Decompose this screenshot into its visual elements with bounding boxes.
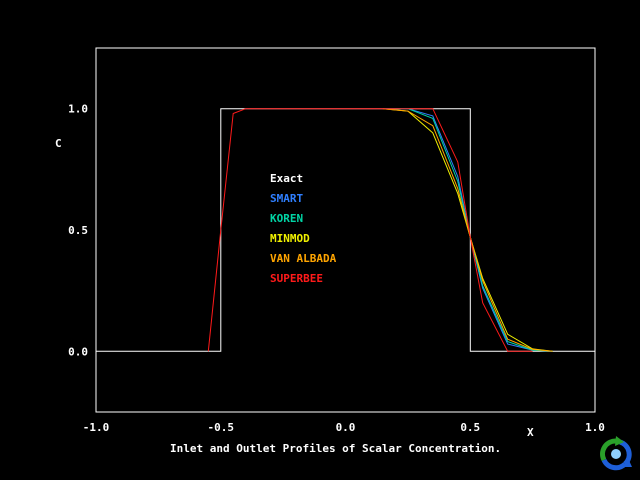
cycle-arrows-icon xyxy=(600,436,632,471)
legend-entry-minmod: MINMOD xyxy=(270,232,310,245)
y-tick-label: 1.0 xyxy=(68,103,88,116)
series-layer xyxy=(96,108,595,352)
ticks-layer: -1.0 -0.5 0.0 0.5 1.0 0.0 0.5 1.0 xyxy=(68,103,605,434)
legend-entry-exact: Exact xyxy=(270,172,303,185)
x-tick-label: 1.0 xyxy=(585,421,605,434)
series-line-exact xyxy=(96,108,595,352)
x-tick-label: -0.5 xyxy=(208,421,235,434)
legend-entry-smart: SMART xyxy=(270,192,303,205)
x-tick-label: 0.5 xyxy=(460,421,480,434)
y-axis-label: C xyxy=(55,137,62,150)
series-line-superbee xyxy=(207,108,533,352)
plot-frame xyxy=(95,47,596,413)
legend-entry-superbee: SUPERBEE xyxy=(270,272,323,285)
legend-entry-koren: KOREN xyxy=(270,212,303,225)
chart-caption: Inlet and Outlet Profiles of Scalar Conc… xyxy=(170,442,502,455)
x-axis-label: X xyxy=(527,426,534,439)
x-tick-label: -1.0 xyxy=(83,421,110,434)
y-tick-label: 0.5 xyxy=(68,224,88,237)
legend-entry-van-albada: VAN ALBADA xyxy=(270,252,337,265)
x-tick-label: 0.0 xyxy=(336,421,356,434)
y-tick-label: 0.0 xyxy=(68,345,88,358)
legend: Exact SMART KOREN MINMOD VAN ALBADA SUPERBEE xyxy=(270,172,337,285)
series-line-minmod xyxy=(382,108,553,352)
